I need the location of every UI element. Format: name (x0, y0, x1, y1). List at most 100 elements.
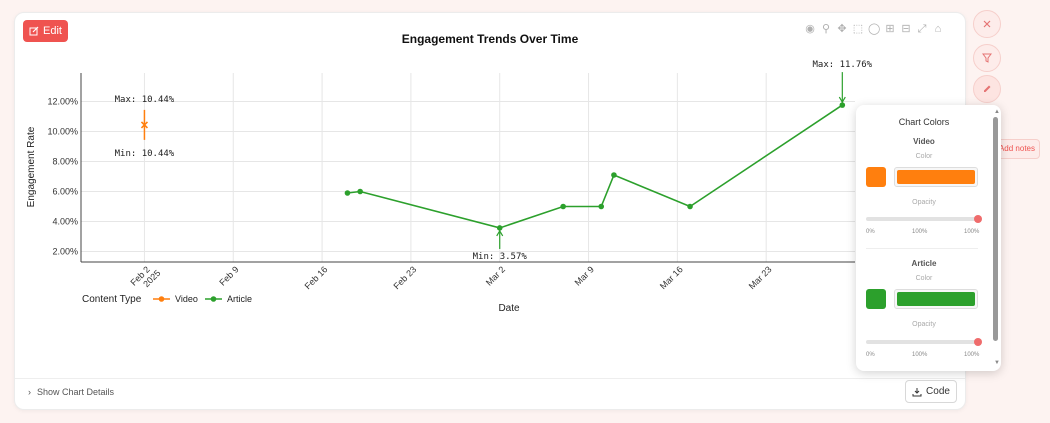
pencil-icon (984, 85, 991, 92)
lasso-icon[interactable]: ◯ (868, 23, 881, 35)
video-opacity-max: 100% (964, 229, 980, 235)
video-color-input[interactable] (894, 167, 978, 187)
pan-icon[interactable]: ✥ (837, 23, 847, 35)
article-opacity-slider[interactable] (866, 340, 978, 344)
x-tick-label: Mar 23 (747, 264, 774, 291)
video-opacity-thumb[interactable] (974, 215, 982, 223)
y-tick-label: 4.00% (52, 217, 78, 227)
x-tick-label: Feb 23 (391, 264, 418, 291)
y-tick-label: 8.00% (52, 157, 78, 167)
data-point (357, 188, 363, 195)
details-label: Show Chart Details (37, 387, 115, 397)
article-opacity-label: Opacity (912, 321, 936, 328)
legend: Content Type Video Article (82, 294, 252, 305)
chevron-right-icon: › (28, 387, 31, 397)
legend-label-video: Video (175, 294, 198, 304)
article-color-input[interactable] (894, 289, 978, 309)
zoom-out-icon[interactable]: ⊟ (901, 23, 911, 35)
video-color-swatch[interactable] (866, 167, 886, 187)
scroll-down-icon[interactable]: ▼ (994, 360, 1000, 366)
camera-icon[interactable]: ◉ (805, 23, 815, 35)
filter-icon (982, 53, 992, 63)
add-notes-tag[interactable]: Add notes (995, 139, 1040, 159)
annotation-label: Max: 10.44% (115, 95, 175, 105)
svg-text:Feb 9: Feb 9 (217, 264, 240, 287)
autoscale-icon[interactable]: ⤢ (917, 23, 927, 35)
x-tick-label: Feb 9 (217, 264, 240, 287)
show-chart-details[interactable]: › Show Chart Details (28, 387, 114, 397)
svg-text:Feb 23: Feb 23 (391, 264, 418, 291)
pencil-button[interactable] (973, 75, 1001, 103)
series-line-article (347, 104, 843, 229)
svg-text:Mar 16: Mar 16 (658, 264, 685, 291)
chart-modebar: ◉ ⚲ ✥ ⬚ ◯ ⊞ ⊟ ⤢ ⌂ (804, 22, 944, 36)
code-label: Code (926, 386, 950, 397)
code-button[interactable]: Code (905, 380, 957, 403)
data-point (560, 203, 566, 210)
chart-card (14, 12, 966, 410)
chart-title: Engagement Trends Over Time (402, 32, 579, 46)
legend-label-article: Article (227, 294, 252, 304)
x-tick-label: Mar 9 (573, 264, 596, 287)
svg-text:Mar 9: Mar 9 (573, 264, 596, 287)
annotation-label: Min: 3.57% (473, 252, 528, 262)
legend-marker (158, 296, 165, 302)
footer-divider (15, 378, 965, 379)
edit-button[interactable]: Edit (23, 20, 68, 42)
y-tick-label: 10.00% (47, 127, 78, 137)
y-tick-label: 12.00% (47, 97, 78, 107)
legend-title: Content Type (82, 294, 142, 305)
data-point (611, 172, 617, 178)
data-point (140, 121, 149, 129)
data-point (344, 190, 351, 196)
scroll-up-icon[interactable]: ▲ (994, 109, 1000, 115)
svg-text:Feb 16: Feb 16 (303, 264, 330, 291)
panel-title: Chart Colors (898, 117, 950, 127)
chart-colors-panel: ▲ ▼ Chart Colors Video Color Opacity 0% … (856, 105, 1001, 371)
x-tick-label: Feb 16 (303, 264, 330, 291)
home-icon[interactable]: ⌂ (934, 23, 942, 35)
x-tick-label: Mar 16 (658, 264, 685, 291)
annotation-arrowhead (496, 229, 504, 237)
data-point (598, 203, 605, 210)
video-opacity-mid: 100% (912, 229, 928, 235)
y-axis-label: Engagement Rate (26, 126, 37, 207)
svg-text:Mar 2: Mar 2 (484, 264, 507, 287)
video-section-title: Video (913, 137, 935, 146)
download-icon (912, 387, 922, 396)
filter-button[interactable] (973, 44, 1001, 72)
article-opacity-thumb[interactable] (974, 338, 982, 346)
video-opacity-slider[interactable] (866, 217, 978, 221)
zoom-in-icon[interactable]: ⊞ (885, 23, 895, 35)
article-opacity-mid: 100% (912, 352, 928, 358)
box-select-icon[interactable]: ⬚ (852, 23, 864, 35)
article-opacity-max: 100% (964, 352, 980, 358)
article-color-label: Color (915, 275, 933, 282)
x-tick-label: Mar 2 (484, 264, 507, 287)
panel-scrollbar[interactable] (993, 117, 998, 341)
data-point (839, 102, 846, 108)
svg-text:Mar 23: Mar 23 (747, 264, 774, 291)
x-axis-label: Date (498, 303, 520, 314)
article-section-title: Article (911, 259, 937, 268)
zoom-icon[interactable]: ⚲ (821, 23, 831, 35)
data-point (496, 225, 503, 231)
annotation-label: Min: 10.44% (115, 149, 175, 159)
section-divider (866, 248, 978, 249)
article-color-swatch[interactable] (866, 289, 886, 309)
edit-icon (29, 26, 39, 36)
article-opacity-min: 0% (866, 352, 875, 358)
edit-label: Edit (43, 25, 62, 37)
video-opacity-min: 0% (866, 229, 875, 235)
y-tick-label: 2.00% (52, 247, 78, 257)
video-color-label: Color (915, 153, 933, 160)
annotation-label: Max: 11.76% (813, 60, 873, 70)
close-button[interactable] (973, 10, 1001, 38)
close-icon (983, 20, 991, 28)
annotation-arrowhead (838, 96, 846, 104)
legend-marker (210, 296, 217, 302)
data-point (687, 203, 693, 210)
video-opacity-label: Opacity (912, 199, 936, 206)
